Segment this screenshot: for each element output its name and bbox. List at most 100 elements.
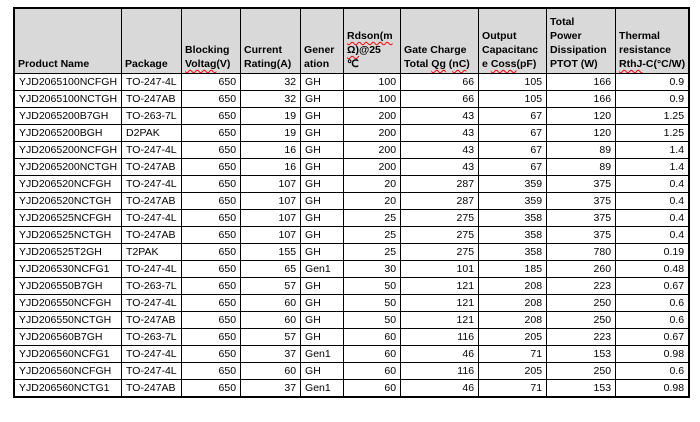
cell-power-dissipation: 250 — [546, 362, 617, 380]
cell-rdson: 20 — [343, 192, 402, 210]
cell-gate-charge: 66 — [400, 73, 480, 91]
cell-gate-charge: 116 — [400, 328, 480, 346]
header-text: Blocking — [185, 44, 230, 56]
table-row: YJD206560NCFG1 TO-247-4L 650 37 Gen1 60 46 71 15… — [13, 345, 690, 363]
header-text-misspelled: nC — [452, 58, 467, 70]
cell-power-dissipation: 89 — [546, 141, 617, 159]
cell-generation: Gen1 — [300, 345, 345, 363]
cell-output-capacitance: 105 — [478, 90, 548, 108]
table-row: YJD206560NCTG1 TO-247AB 650 37 Gen1 60 46 71 153… — [13, 379, 690, 398]
cell-blocking-voltage: 650 — [181, 379, 242, 398]
header-text: Gener — [304, 44, 335, 56]
cell-gate-charge: 287 — [400, 192, 480, 210]
cell-rdson: 30 — [343, 260, 402, 278]
cell-power-dissipation: 120 — [546, 107, 617, 125]
table-row: YJD206525NCTGH TO-247AB 650 107 GH 25 275 358 37… — [13, 226, 690, 244]
header-line: ation — [304, 57, 340, 71]
cell-output-capacitance: 67 — [478, 141, 548, 159]
cell-blocking-voltage: 650 — [181, 141, 242, 159]
cell-gate-charge: 43 — [400, 124, 480, 142]
cell-thermal-resistance: 1.4 — [615, 141, 690, 159]
cell-blocking-voltage: 650 — [181, 277, 242, 295]
cell-power-dissipation: 780 — [546, 243, 617, 261]
cell-current-rating: 37 — [240, 345, 302, 363]
cell-generation: GH — [300, 158, 345, 176]
cell-generation: Gen1 — [300, 260, 345, 278]
cell-thermal-resistance: 0.67 — [615, 328, 690, 346]
cell-rdson: 25 — [343, 209, 402, 227]
cell-product-name: YJD206520NCTGH — [13, 192, 123, 210]
cell-thermal-resistance: 0.4 — [615, 175, 690, 193]
cell-current-rating: 32 — [240, 73, 302, 91]
cell-gate-charge: 46 — [400, 345, 480, 363]
cell-gate-charge: 287 — [400, 175, 480, 193]
header-line: Dissipation — [550, 43, 612, 57]
header-text-misspelled: Coss — [490, 58, 517, 70]
table-row: YJD206550B7GH TO-263-7L 650 57 GH 50 121 208 223… — [13, 277, 690, 295]
header-text: (V) — [216, 58, 231, 70]
cell-blocking-voltage: 650 — [181, 328, 242, 346]
cell-power-dissipation: 375 — [546, 175, 617, 193]
cell-current-rating: 107 — [240, 192, 302, 210]
cell-generation: GH — [300, 209, 345, 227]
header-text-misspelled: Voltag — [185, 58, 217, 70]
cell-package: TO-263-7L — [121, 277, 183, 295]
cell-thermal-resistance: 0.67 — [615, 277, 690, 295]
cell-thermal-resistance: 0.6 — [615, 311, 690, 329]
cell-rdson: 20 — [343, 175, 402, 193]
cell-generation: GH — [300, 124, 345, 142]
cell-product-name: YJD2065200NCFGH — [13, 141, 123, 159]
cell-package: TO-247AB — [121, 311, 183, 329]
cell-product-name: YJD206550B7GH — [13, 277, 123, 295]
header-line: Capacitanc — [482, 43, 543, 57]
cell-generation: GH — [300, 294, 345, 312]
cell-current-rating: 65 — [240, 260, 302, 278]
cell-power-dissipation: 260 — [546, 260, 617, 278]
header-cell-current-rating: Current Rating(A) — [240, 7, 302, 74]
cell-product-name: YJD2065100NCTGH — [13, 90, 123, 108]
header-row: Product Name Package Blocking Voltag(V) Curr… — [13, 7, 690, 74]
header-line: ℃ — [347, 57, 397, 71]
cell-generation: GH — [300, 107, 345, 125]
header-line: Thermal — [619, 29, 685, 43]
cell-power-dissipation: 375 — [546, 209, 617, 227]
cell-package: TO-247-4L — [121, 362, 183, 380]
header-cell-rdson: Rdson(m Ω)@25 ℃ — [343, 7, 402, 74]
cell-generation: Gen1 — [300, 379, 345, 398]
cell-package: TO-247AB — [121, 226, 183, 244]
product-spec-table: Product Name Package Blocking Voltag(V) Curr… — [13, 7, 691, 398]
header-text: @25 — [358, 44, 381, 56]
cell-generation: GH — [300, 311, 345, 329]
cell-product-name: YJD206520NCFGH — [13, 175, 123, 193]
cell-blocking-voltage: 650 — [181, 73, 242, 91]
cell-generation: GH — [300, 243, 345, 261]
header-text: resistance — [619, 44, 671, 56]
cell-package: TO-247-4L — [121, 345, 183, 363]
cell-blocking-voltage: 650 — [181, 158, 242, 176]
cell-current-rating: 19 — [240, 107, 302, 125]
cell-blocking-voltage: 650 — [181, 294, 242, 312]
cell-package: TO-263-7L — [121, 107, 183, 125]
cell-gate-charge: 275 — [400, 243, 480, 261]
table-row: YJD206560B7GH TO-263-7L 650 57 GH 60 116 205 223… — [13, 328, 690, 346]
cell-rdson: 25 — [343, 226, 402, 244]
header-cell-gate-charge: Gate Charge Total Qg (nC) — [400, 7, 480, 74]
cell-thermal-resistance: 1.4 — [615, 158, 690, 176]
cell-rdson: 200 — [343, 141, 402, 159]
header-text: Package — [125, 58, 168, 70]
cell-thermal-resistance: 0.48 — [615, 260, 690, 278]
header-text: Rating(A) — [244, 58, 292, 70]
cell-current-rating: 32 — [240, 90, 302, 108]
cell-current-rating: 60 — [240, 311, 302, 329]
cell-current-rating: 16 — [240, 141, 302, 159]
cell-package: TO-247AB — [121, 90, 183, 108]
cell-blocking-voltage: 650 — [181, 124, 242, 142]
table-row: YJD2065100NCTGH TO-247AB 650 32 GH 100 66 105 16… — [13, 90, 690, 108]
cell-output-capacitance: 359 — [478, 192, 548, 210]
cell-product-name: YJD2065100NCFGH — [13, 73, 123, 91]
cell-power-dissipation: 223 — [546, 328, 617, 346]
cell-product-name: YJD206550NCFGH — [13, 294, 123, 312]
cell-gate-charge: 101 — [400, 260, 480, 278]
cell-blocking-voltage: 650 — [181, 226, 242, 244]
header-text: Dissipation — [550, 44, 607, 56]
